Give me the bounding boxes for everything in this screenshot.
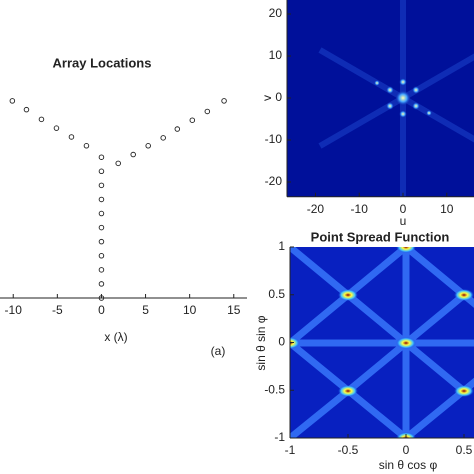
array-element xyxy=(83,143,90,149)
array-element xyxy=(174,126,181,132)
y-tick-label: 20 xyxy=(269,6,283,20)
chart-title: Point Spread Function xyxy=(311,229,450,244)
array-element xyxy=(189,117,196,123)
array-element xyxy=(98,281,105,287)
x-tick-label: 0 xyxy=(400,202,407,216)
panel-label: (a) xyxy=(211,344,226,358)
y-tick-label: -0.5 xyxy=(264,382,285,396)
y-axis-label: sin θ sin φ xyxy=(254,315,268,370)
array-element xyxy=(204,108,211,115)
x-tick-label: 0.5 xyxy=(456,443,473,457)
x-tick-label: 15 xyxy=(227,303,241,317)
y-tick-label: 0 xyxy=(275,90,282,104)
x-tick-label: -1 xyxy=(285,443,296,457)
array-element xyxy=(98,154,105,160)
x-tick-label: 0 xyxy=(403,443,410,457)
x-tick-label: -0.5 xyxy=(338,443,359,457)
y-tick-label: -10 xyxy=(265,132,283,146)
array-element xyxy=(145,143,151,149)
x-tick-label: -10 xyxy=(5,303,23,317)
array-element xyxy=(115,160,121,167)
array-element xyxy=(221,98,227,104)
array-element xyxy=(68,134,75,140)
x-tick-label: -10 xyxy=(351,202,369,216)
array-element xyxy=(98,196,105,203)
y-tick-label: -20 xyxy=(265,174,283,188)
array-element xyxy=(160,135,166,141)
heatmap-image xyxy=(287,0,474,197)
array-element xyxy=(98,295,105,301)
array-element xyxy=(23,106,30,113)
x-tick-label: 0 xyxy=(98,303,105,317)
array-element xyxy=(98,182,105,189)
x-axis-label: u xyxy=(400,214,407,228)
x-axis-label: sin θ cos φ xyxy=(379,458,438,472)
array-element xyxy=(53,125,60,131)
x-tick-label: 10 xyxy=(440,202,454,216)
x-axis-label: x (λ) xyxy=(104,330,127,344)
array-element xyxy=(98,168,105,175)
x-tick-label: 10 xyxy=(183,303,197,317)
array-element xyxy=(38,116,45,123)
array-element xyxy=(98,224,105,231)
array-element xyxy=(130,151,136,158)
array-element xyxy=(98,238,105,245)
chart-title: Array Locations xyxy=(53,55,152,70)
array-element xyxy=(9,98,16,104)
y-tick-label: 0 xyxy=(278,335,285,349)
array-element xyxy=(98,210,105,217)
y-tick-label: 10 xyxy=(269,48,283,62)
array-element xyxy=(98,267,105,273)
x-tick-label: 5 xyxy=(142,303,149,317)
y-axis-label: v xyxy=(260,95,274,101)
x-tick-label: -5 xyxy=(52,303,63,317)
y-tick-label: -1 xyxy=(274,430,285,444)
array-element xyxy=(98,253,105,259)
y-tick-label: 1 xyxy=(278,239,285,253)
x-tick-label: -20 xyxy=(307,202,325,216)
psf-image xyxy=(290,247,474,438)
y-tick-label: 0.5 xyxy=(268,287,285,301)
